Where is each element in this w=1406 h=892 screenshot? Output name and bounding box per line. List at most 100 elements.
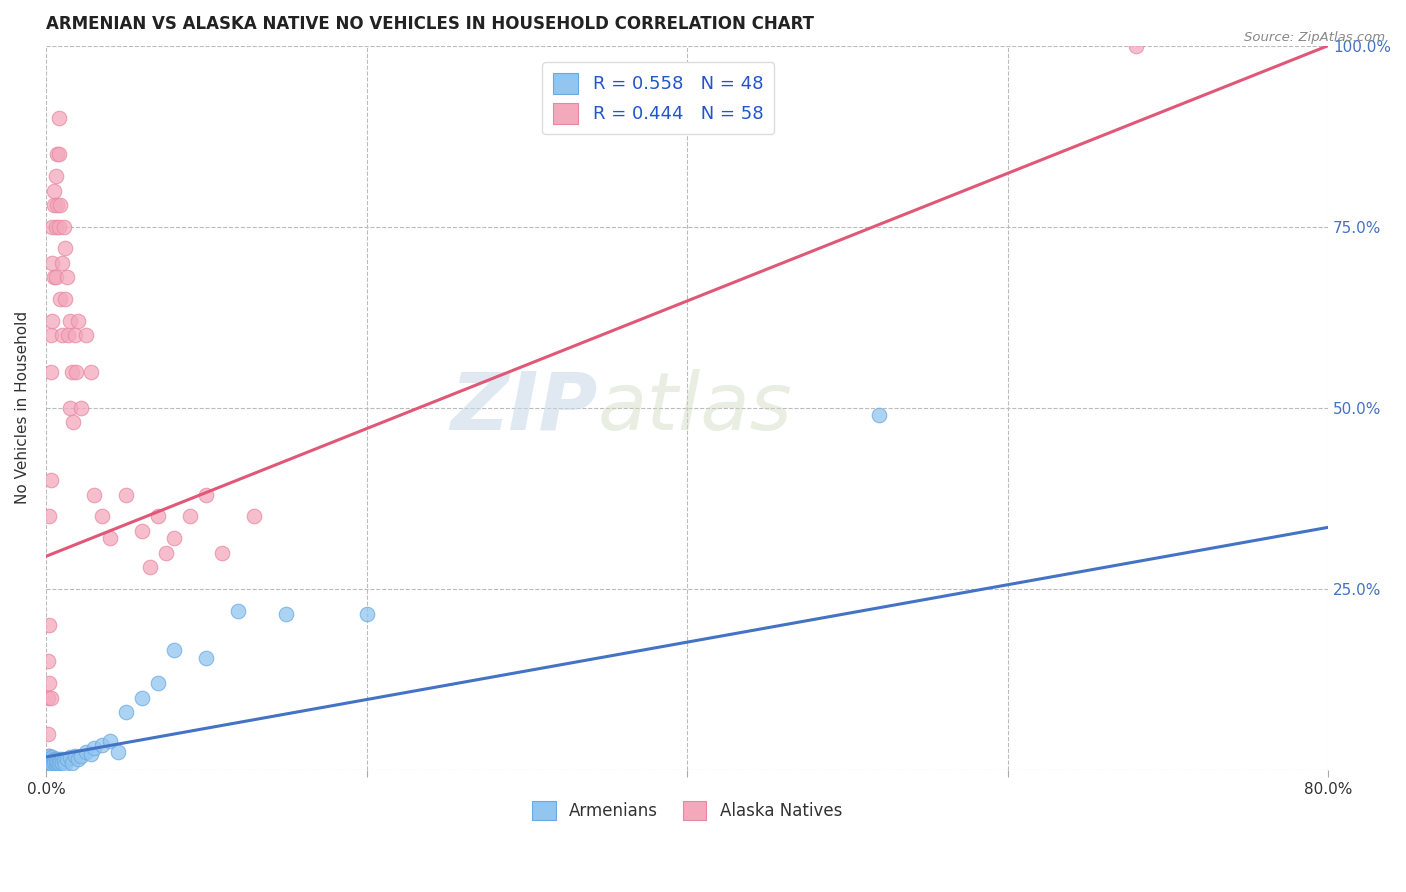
Point [49,754,72,768]
Point [42,270,65,285]
Point [49,198,72,212]
Point [276,607,298,622]
Point [59,401,82,415]
Point [42,752,65,766]
Point [45,757,67,772]
Point [39,365,62,379]
Point [107,745,129,759]
Point [37,690,59,705]
Point [39,756,62,770]
Point [51,256,73,270]
Point [39,473,62,487]
Point [38,748,60,763]
Point [53,242,76,256]
Point [146,676,169,690]
Point [66,752,89,766]
Point [46,754,69,768]
Point [45,219,67,234]
Point [70,748,93,763]
Point [48,219,70,234]
Point [41,219,63,234]
Point [37,727,59,741]
Point [53,757,76,772]
Point [98,531,121,545]
Point [41,756,63,770]
Point [62,415,84,429]
Point [37,752,59,766]
Point [75,745,97,759]
Point [356,607,378,622]
Point [56,270,79,285]
Point [80,747,103,761]
Point [226,604,249,618]
Point [46,756,69,770]
Point [39,757,62,772]
Point [139,560,162,574]
Point [65,365,87,379]
Point [51,328,73,343]
Text: atlas: atlas [598,368,792,447]
Point [131,524,153,538]
Point [60,756,83,770]
Point [59,750,82,764]
Point [37,654,59,668]
Point [91,738,114,752]
Point [63,748,86,763]
Point [48,752,70,766]
Legend: Armenians, Alaska Natives: Armenians, Alaska Natives [526,794,849,827]
Point [41,314,63,328]
Text: Source: ZipAtlas.com: Source: ZipAtlas.com [1244,31,1385,45]
Point [195,650,218,665]
Point [41,750,63,764]
Point [48,756,70,770]
Point [48,147,70,161]
Point [51,756,73,770]
Point [45,270,67,285]
Point [98,734,121,748]
Y-axis label: No Vehicles in Household: No Vehicles in Household [15,311,30,504]
Point [37,756,59,770]
Point [41,256,63,270]
Point [66,314,89,328]
Point [83,741,105,756]
Point [41,757,63,772]
Point [868,408,890,422]
Point [42,198,65,212]
Text: ARMENIAN VS ALASKA NATIVE NO VEHICLES IN HOUSEHOLD CORRELATION CHART: ARMENIAN VS ALASKA NATIVE NO VEHICLES IN… [46,15,814,33]
Point [42,754,65,768]
Text: ZIP: ZIP [450,368,598,447]
Point [58,328,80,343]
Point [42,756,65,770]
Point [63,328,86,343]
Point [211,546,233,560]
Point [38,676,60,690]
Point [48,111,70,125]
Point [53,292,76,306]
Point [38,618,60,632]
Point [131,690,153,705]
Point [39,690,62,705]
Point [115,705,138,719]
Point [59,314,82,328]
Point [38,748,60,763]
Point [52,219,75,234]
Point [91,509,114,524]
Point [46,147,69,161]
Point [80,365,103,379]
Point [195,488,218,502]
Point [52,754,75,768]
Point [45,752,67,766]
Point [75,328,97,343]
Point [39,752,62,766]
Point [243,509,266,524]
Point [49,292,72,306]
Point [70,401,93,415]
Point [1125,38,1147,53]
Point [42,184,65,198]
Point [38,509,60,524]
Point [163,643,186,657]
Point [38,754,60,768]
Point [56,752,79,766]
Point [179,509,201,524]
Point [38,757,60,772]
